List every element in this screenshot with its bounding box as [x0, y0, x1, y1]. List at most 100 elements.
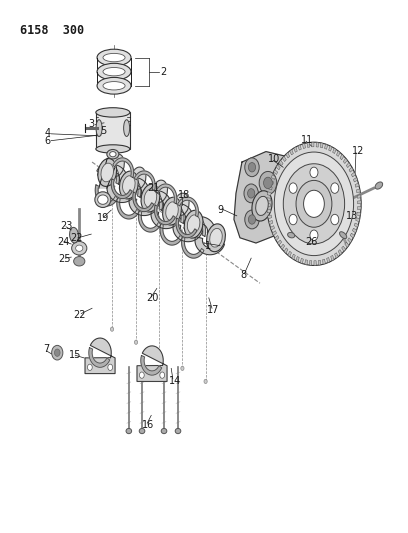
Ellipse shape: [120, 171, 138, 199]
Text: 2: 2: [160, 67, 166, 77]
Text: 21: 21: [147, 183, 159, 192]
Polygon shape: [336, 151, 340, 156]
Polygon shape: [279, 160, 283, 166]
Polygon shape: [290, 149, 293, 155]
Polygon shape: [312, 142, 314, 147]
Ellipse shape: [144, 189, 157, 207]
Circle shape: [244, 184, 258, 203]
Circle shape: [310, 230, 318, 240]
Polygon shape: [162, 203, 184, 223]
Text: 14: 14: [169, 376, 181, 386]
Text: 19: 19: [97, 213, 109, 223]
Polygon shape: [85, 338, 115, 374]
Ellipse shape: [96, 145, 130, 153]
Text: 9: 9: [217, 205, 224, 215]
Polygon shape: [120, 177, 149, 196]
Ellipse shape: [98, 158, 117, 187]
Circle shape: [283, 164, 345, 244]
Polygon shape: [351, 172, 355, 177]
Polygon shape: [269, 220, 273, 224]
Polygon shape: [173, 224, 202, 241]
Ellipse shape: [174, 193, 189, 215]
Polygon shape: [107, 184, 137, 203]
Polygon shape: [156, 184, 177, 204]
Polygon shape: [275, 236, 279, 240]
Polygon shape: [329, 146, 332, 151]
Text: 26: 26: [305, 237, 317, 247]
Ellipse shape: [103, 53, 125, 62]
Polygon shape: [284, 248, 288, 253]
Polygon shape: [271, 175, 275, 180]
Polygon shape: [353, 177, 357, 182]
Polygon shape: [357, 201, 361, 204]
Polygon shape: [138, 211, 161, 232]
Polygon shape: [118, 176, 141, 197]
Polygon shape: [335, 253, 338, 258]
Circle shape: [245, 210, 259, 229]
Circle shape: [289, 214, 297, 225]
Ellipse shape: [161, 429, 167, 434]
Polygon shape: [186, 216, 215, 235]
Polygon shape: [176, 218, 197, 238]
Circle shape: [160, 372, 164, 378]
Text: 8: 8: [241, 270, 247, 280]
Polygon shape: [292, 254, 295, 260]
Polygon shape: [282, 156, 286, 161]
Ellipse shape: [139, 429, 145, 434]
Ellipse shape: [103, 68, 125, 76]
Text: 20: 20: [146, 293, 158, 303]
Circle shape: [87, 364, 92, 370]
Text: 16: 16: [142, 420, 154, 430]
Polygon shape: [195, 237, 224, 255]
Polygon shape: [340, 155, 344, 160]
Circle shape: [54, 349, 60, 357]
Text: 11: 11: [301, 134, 313, 144]
Polygon shape: [314, 261, 316, 265]
Ellipse shape: [97, 49, 131, 66]
Polygon shape: [183, 215, 206, 236]
Polygon shape: [267, 209, 271, 213]
Ellipse shape: [110, 151, 116, 157]
Ellipse shape: [72, 241, 87, 255]
Polygon shape: [305, 260, 308, 265]
Circle shape: [157, 353, 161, 358]
Circle shape: [245, 158, 259, 176]
Circle shape: [111, 327, 114, 332]
Text: 13: 13: [346, 212, 358, 221]
Ellipse shape: [166, 202, 178, 221]
Circle shape: [331, 183, 339, 193]
Ellipse shape: [96, 108, 130, 117]
Circle shape: [52, 345, 63, 360]
Polygon shape: [318, 260, 321, 265]
Text: 22: 22: [70, 233, 82, 243]
Polygon shape: [288, 251, 292, 257]
Polygon shape: [356, 189, 360, 193]
Polygon shape: [182, 237, 204, 258]
Polygon shape: [307, 142, 310, 148]
Polygon shape: [330, 255, 334, 261]
Polygon shape: [353, 228, 357, 233]
Ellipse shape: [97, 77, 131, 94]
Polygon shape: [320, 143, 323, 148]
Ellipse shape: [70, 228, 78, 243]
Polygon shape: [277, 240, 282, 245]
Polygon shape: [142, 190, 171, 208]
Polygon shape: [113, 158, 134, 177]
Polygon shape: [302, 143, 306, 149]
Circle shape: [304, 190, 324, 217]
Polygon shape: [134, 171, 155, 190]
Polygon shape: [309, 261, 312, 265]
Polygon shape: [348, 238, 352, 243]
Polygon shape: [350, 233, 355, 238]
Text: 1: 1: [205, 240, 211, 251]
FancyBboxPatch shape: [96, 112, 130, 149]
Ellipse shape: [187, 215, 200, 233]
Polygon shape: [268, 215, 272, 219]
Polygon shape: [137, 346, 167, 382]
Polygon shape: [298, 145, 301, 150]
Polygon shape: [267, 198, 271, 201]
Circle shape: [140, 372, 144, 378]
Polygon shape: [270, 180, 274, 184]
Text: 22: 22: [73, 310, 86, 320]
Circle shape: [267, 142, 361, 265]
